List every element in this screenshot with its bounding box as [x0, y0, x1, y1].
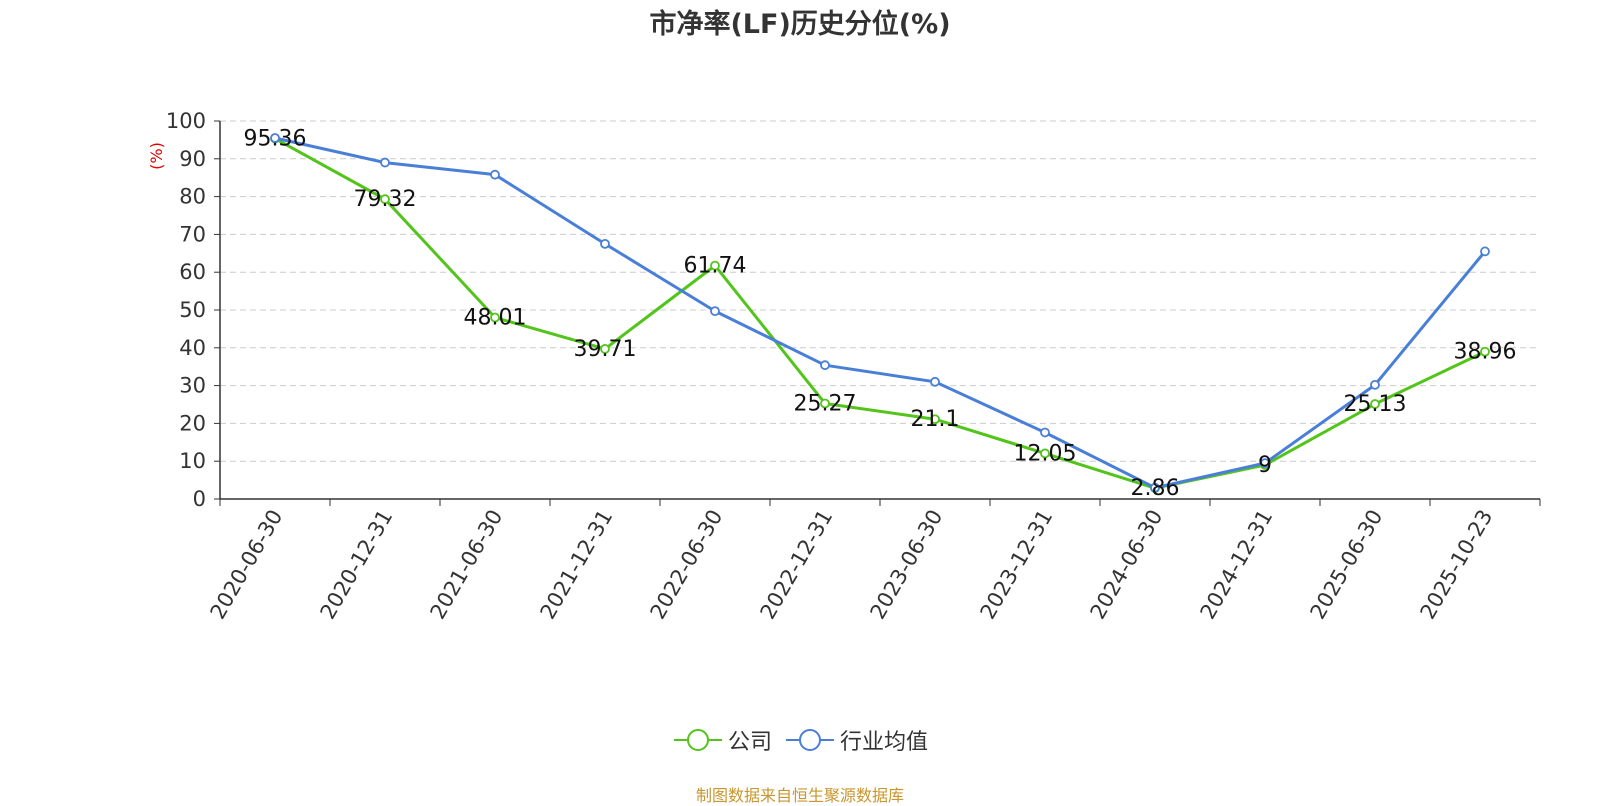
- source-note: 制图数据来自恒生聚源数据库: [695, 786, 904, 805]
- x-tick-label: 2023-06-30: [866, 506, 948, 624]
- x-tick-label: 2024-06-30: [1086, 506, 1168, 624]
- data-point: [1370, 399, 1380, 409]
- y-tick-label: 40: [179, 336, 206, 360]
- x-tick-label: 2022-06-30: [646, 506, 728, 624]
- y-tick-label: 0: [193, 487, 206, 511]
- data-point: [600, 343, 610, 354]
- x-tick-label: 2021-06-30: [426, 506, 508, 624]
- x-tick-label: 2022-12-31: [756, 506, 838, 624]
- legend-circle: [686, 729, 709, 751]
- x-tick-label: 2021-12-31: [536, 506, 618, 624]
- chart-title: 市净率(LF)历史分位(%): [649, 9, 951, 40]
- y-tick-label: 30: [179, 374, 206, 398]
- data-point: [710, 306, 720, 317]
- legend-circle: [799, 729, 821, 751]
- data-labels: 95.36 79.32 48.01 39.71 61.74 25.27 21.1 12.05 2…: [244, 127, 1517, 502]
- data-point: [270, 133, 280, 143]
- data-label: 61.74: [684, 254, 747, 279]
- y-tick-label: 20: [179, 411, 206, 435]
- data-point: [1040, 448, 1050, 459]
- data-point: [1370, 379, 1380, 390]
- data-label: 95.36: [244, 127, 307, 152]
- data-label: 25.13: [1344, 392, 1407, 417]
- data-label: 38.96: [1454, 340, 1517, 365]
- data-point: [380, 157, 390, 168]
- data-point: [820, 360, 830, 371]
- x-tick-label: 2025-10-23: [1416, 506, 1498, 624]
- y-axis-label: (%): [147, 142, 166, 170]
- data-label: 12.05: [1014, 441, 1077, 466]
- y-tick-label: 70: [179, 222, 206, 246]
- data-label: 2.86: [1131, 476, 1180, 501]
- data-label: 48.01: [464, 306, 527, 331]
- series-line: [274, 137, 1486, 490]
- y-tick-label: 90: [179, 147, 206, 171]
- legend-item: 公司: [672, 724, 772, 756]
- data-label: 21.1: [911, 407, 960, 432]
- series-line: [274, 136, 1487, 490]
- x-tick-label: 2024-12-31: [1196, 506, 1278, 624]
- axes: 0 10 20 30 40 50 60 70 80 90 100(%) 2020-06-30 2020-…: [147, 109, 1541, 624]
- legend-label: 公司: [727, 730, 772, 755]
- legend-label: 行业均值: [840, 730, 929, 755]
- legend-item: 行业均值: [784, 724, 928, 756]
- data-point: [1150, 482, 1160, 493]
- legend: 公司 行业均值: [0, 722, 1600, 758]
- data-label: 39.71: [574, 337, 637, 362]
- data-point: [1480, 346, 1490, 357]
- data-point: [1260, 458, 1270, 468]
- y-tick-label: 60: [179, 260, 206, 284]
- data-label: 79.32: [354, 187, 417, 212]
- legend-marker: [673, 729, 722, 751]
- data-point: [490, 169, 500, 180]
- data-point: [1480, 246, 1490, 257]
- data-point: [930, 376, 940, 387]
- legend-marker: [786, 729, 834, 751]
- data-point: [1040, 427, 1050, 438]
- data-point: [380, 194, 390, 205]
- x-tick-label: 2020-06-30: [206, 506, 288, 624]
- data-point: [600, 238, 610, 249]
- x-tick-label: 2025-06-30: [1306, 506, 1388, 624]
- data-label: 9: [1258, 453, 1272, 478]
- y-tick-label: 50: [179, 298, 206, 322]
- data-point: [930, 414, 940, 425]
- x-tick-label: 2020-12-31: [316, 506, 398, 624]
- y-tick-label: 10: [179, 449, 206, 473]
- data-point: [710, 260, 720, 271]
- grid-lines: [220, 120, 1540, 462]
- y-tick-label: 100: [166, 109, 206, 133]
- series-lines: [270, 133, 1490, 494]
- data-point: [820, 398, 830, 409]
- data-label: 25.27: [794, 391, 857, 416]
- data-point: [490, 312, 500, 323]
- y-tick-label: 80: [179, 185, 206, 209]
- x-tick-label: 2023-12-31: [976, 506, 1058, 624]
